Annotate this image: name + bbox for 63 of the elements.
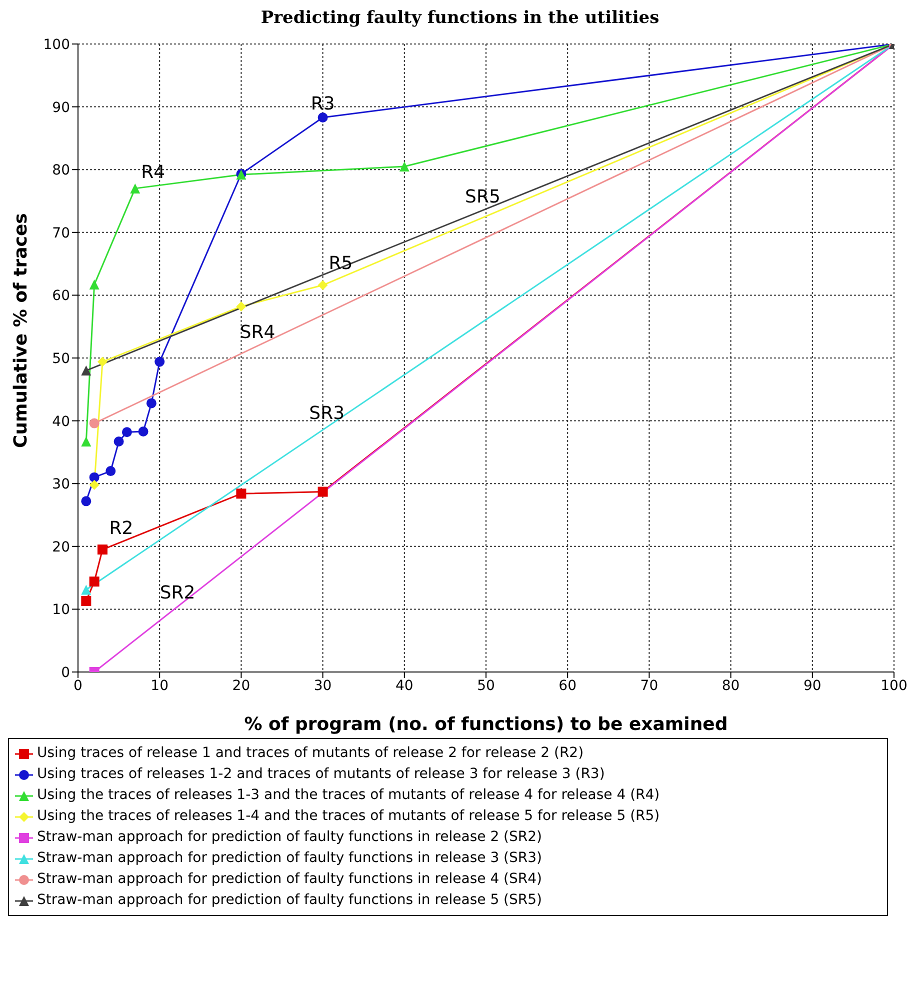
point [89, 418, 100, 428]
point [236, 302, 246, 312]
legend-label: Straw-man approach for prediction of faulty functions in release 3 (SR3) [37, 849, 542, 868]
y-tick-label: 20 [52, 539, 70, 556]
legend-label: Using the traces of releases 1-4 and the traces of mutants of release 5 for release 5 (R5) [37, 807, 660, 826]
y-tick-label: 30 [52, 476, 70, 493]
annotation: R4 [141, 162, 166, 183]
x-tick-label: 70 [640, 678, 658, 694]
x-tick-label: 10 [150, 678, 169, 694]
annotation: R3 [310, 93, 335, 114]
y-tick-label: 80 [52, 162, 70, 179]
legend-label: Straw-man approach for prediction of faulty functions in release 4 (SR4) [37, 870, 542, 889]
legend-label: Straw-man approach for prediction of faulty functions in release 2 (SR2) [37, 828, 542, 847]
point [81, 436, 92, 447]
point [318, 486, 328, 497]
annotation: SR3 [309, 403, 345, 424]
y-axis-title: Cumulative % of traces [10, 213, 32, 448]
legend-label: Using traces of releases 1-2 and traces of mutants of release 3 for release 3 (R3) [37, 765, 605, 784]
y-tick-label: 50 [52, 350, 70, 367]
point [89, 480, 100, 490]
point [318, 112, 328, 122]
point [81, 596, 92, 606]
point [89, 280, 100, 290]
point [399, 161, 410, 172]
point [318, 280, 328, 290]
legend-label: Straw-man approach for prediction of faulty functions in release 5 (SR5) [37, 891, 542, 910]
x-tick-label: 40 [395, 678, 414, 694]
point [154, 356, 165, 367]
point [97, 356, 108, 367]
point [89, 472, 100, 482]
x-tick-label: 90 [803, 678, 822, 694]
point [122, 427, 132, 438]
x-tick-label: 30 [314, 678, 332, 694]
point [81, 496, 92, 506]
point [138, 426, 148, 436]
x-tick-label: 50 [477, 678, 495, 694]
annotation: R2 [109, 518, 134, 540]
x-tick-label: 60 [558, 678, 577, 694]
y-tick-label: 100 [43, 36, 70, 53]
x-axis-title: % of program (no. of functions) to be examined [244, 714, 728, 735]
annotation: SR4 [240, 322, 276, 344]
point [114, 436, 124, 447]
y-tick-label: 40 [52, 414, 70, 430]
x-tick-label: 80 [722, 678, 740, 694]
x-tick-label: 20 [232, 678, 250, 694]
annotation: SR5 [465, 186, 500, 208]
point [236, 488, 246, 499]
y-tick-label: 60 [52, 288, 70, 304]
y-tick-label: 10 [52, 602, 70, 618]
chart-title: Predicting faulty functions in the utilities [260, 8, 660, 30]
legend-label: Using traces of release 1 and traces of mutants of release 2 for release 2 (R2) [37, 744, 584, 763]
y-tick-label: 0 [61, 664, 70, 681]
point [130, 183, 140, 194]
annotation: SR2 [160, 582, 196, 604]
x-tick-label: 100 [880, 678, 908, 694]
y-tick-label: 70 [52, 225, 70, 242]
point [89, 576, 100, 587]
x-tick-label: 0 [74, 678, 82, 694]
point [106, 466, 116, 476]
y-tick-label: 90 [52, 100, 70, 116]
point [97, 544, 108, 555]
point [146, 398, 156, 408]
legend-label: Using the traces of releases 1-3 and the traces of mutants of release 4 for release 4 (R4) [37, 786, 660, 805]
